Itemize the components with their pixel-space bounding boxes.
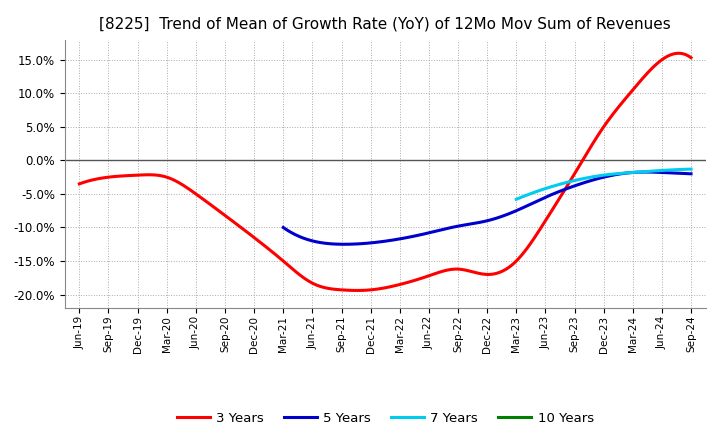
Title: [8225]  Trend of Mean of Growth Rate (YoY) of 12Mo Mov Sum of Revenues: [8225] Trend of Mean of Growth Rate (YoY… [99, 16, 671, 32]
Legend: 3 Years, 5 Years, 7 Years, 10 Years: 3 Years, 5 Years, 7 Years, 10 Years [171, 407, 599, 430]
